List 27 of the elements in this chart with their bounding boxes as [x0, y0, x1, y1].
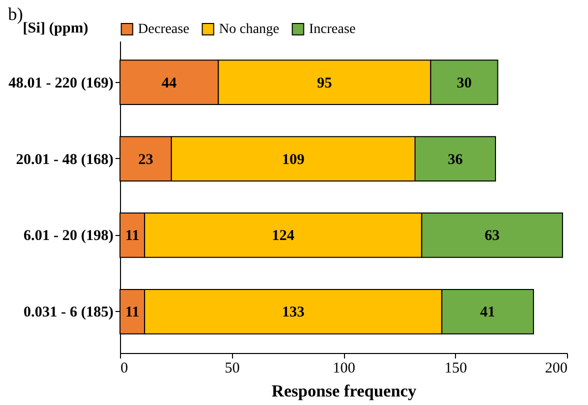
x-axis-title: Response frequency	[272, 382, 417, 400]
x-tick-label: 200	[545, 360, 568, 376]
chart-title: b)	[8, 4, 24, 24]
x-tick-label: 50	[224, 360, 240, 376]
legend-label: Increase	[309, 22, 356, 38]
data-label: 11	[125, 228, 140, 244]
data-label: 95	[317, 75, 332, 92]
legend-label: No change	[219, 22, 280, 38]
y-tick-label: 48.01 - 220 (169)	[8, 75, 114, 92]
y-tick-label: 0.031 - 6 (185)	[24, 304, 114, 321]
data-label: 63	[484, 228, 500, 244]
data-label: 133	[282, 304, 304, 321]
legend-label: Decrease	[138, 22, 190, 38]
data-label: 124	[272, 228, 295, 244]
data-label: 23	[138, 152, 154, 168]
x-tick-label: 150	[444, 360, 467, 376]
data-label: 30	[456, 75, 472, 92]
y-tick-label: 20.01 - 48 (168)	[16, 152, 114, 168]
data-label: 41	[480, 304, 496, 321]
data-label: 109	[282, 152, 304, 168]
data-label: 44	[162, 75, 178, 92]
y-tick-label: 6.01 - 20 (198)	[24, 228, 114, 244]
x-tick-label: 0	[120, 360, 128, 376]
x-tick-label: 100	[332, 360, 356, 376]
data-label: 36	[448, 152, 464, 168]
data-label: 11	[125, 304, 140, 321]
y-axis-title: [Si] (ppm)	[22, 20, 88, 36]
